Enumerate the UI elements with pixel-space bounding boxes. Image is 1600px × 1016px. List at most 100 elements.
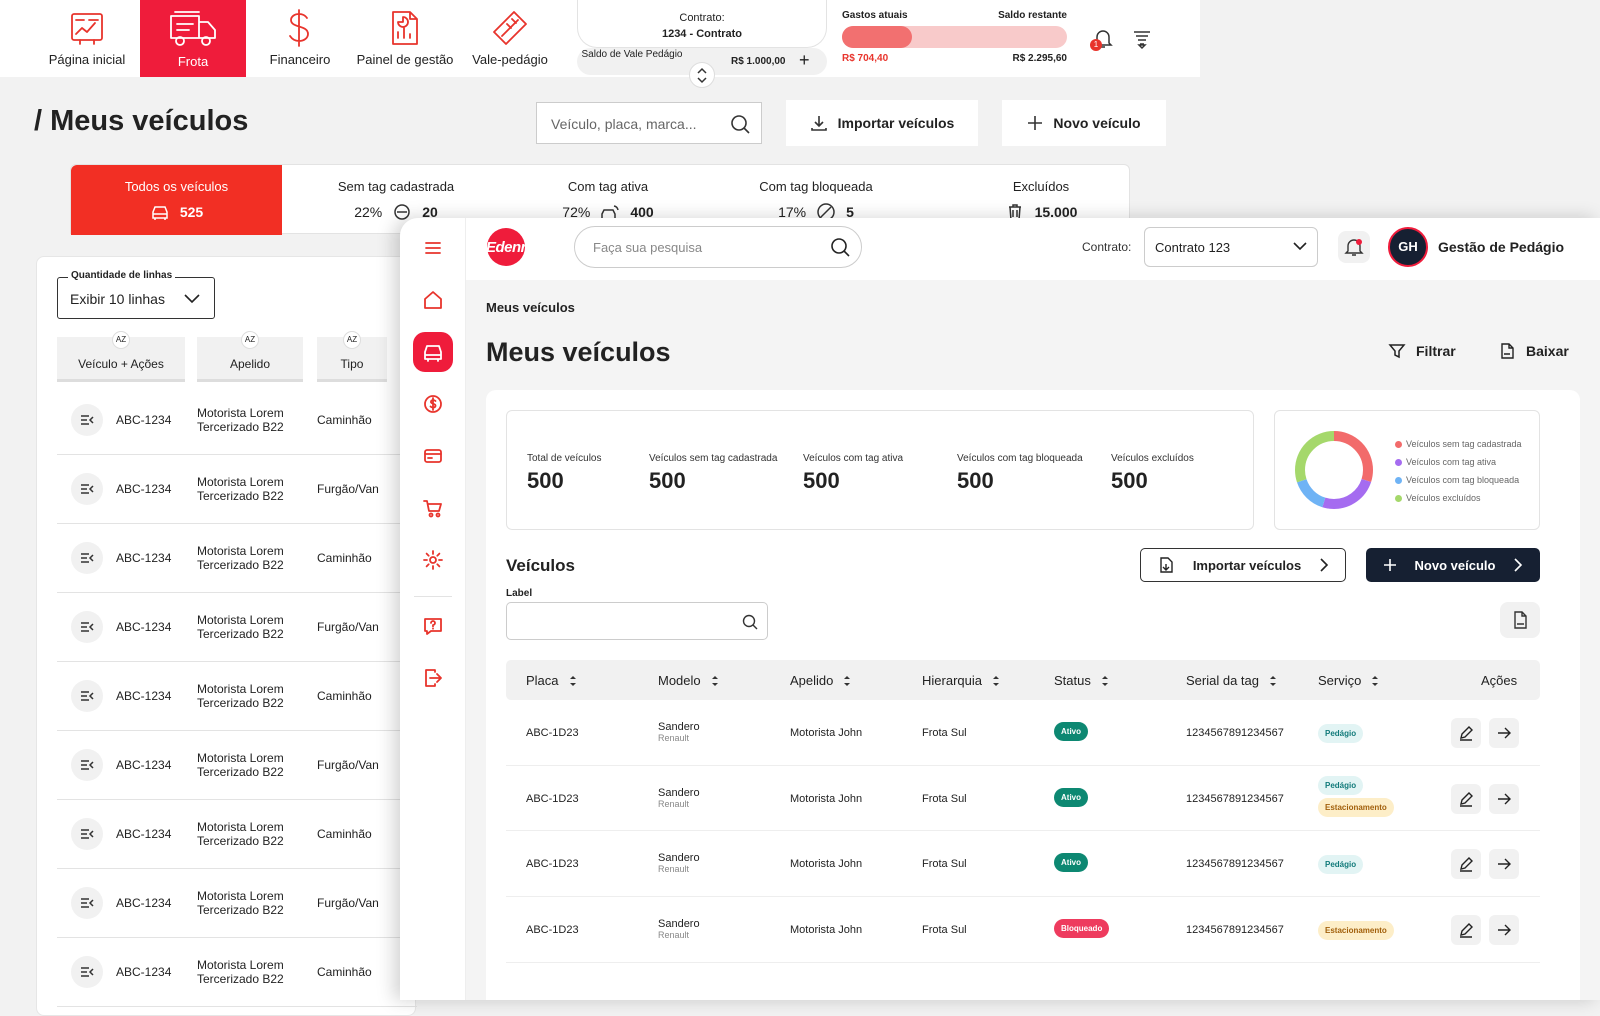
tab-todos-veiculos[interactable]: Todos os veículos 525	[71, 165, 282, 235]
filter-button[interactable]: Filtrar	[1388, 342, 1456, 360]
nickname-line2: Tercerizado B22	[197, 972, 284, 986]
edit-button[interactable]	[1451, 783, 1481, 814]
sort-icon[interactable]	[1101, 675, 1109, 687]
new-vehicle-button[interactable]: Novo veículo	[1002, 100, 1166, 146]
rows-per-page-select[interactable]: Quantidade de linhas Exibir 10 linhas	[57, 270, 215, 319]
nickname-cell: Motorista John	[790, 924, 863, 936]
notifications-button[interactable]	[1338, 231, 1370, 263]
breadcrumb[interactable]: Meus veículos	[486, 300, 575, 315]
sidebar-item-home[interactable]	[413, 280, 453, 320]
import-vehicles-button[interactable]: Importar veículos	[1140, 548, 1346, 582]
row-actions-button[interactable]	[71, 749, 103, 781]
col-veiculo-acoes[interactable]: AZ Veículo + Ações	[57, 331, 185, 382]
global-search-input[interactable]: Faça sua pesquisa	[574, 226, 862, 268]
row-actions-button[interactable]	[71, 404, 103, 436]
table-search-input[interactable]	[506, 602, 768, 640]
table-row[interactable]: ABC-1234 Motorista Lorem Tercerizado B22 Fu…	[57, 868, 417, 938]
sort-az-icon[interactable]: AZ	[241, 331, 259, 349]
table-row[interactable]: ABC-1234 Motorista Lorem Tercerizado B22 Fu…	[57, 454, 417, 524]
nav-financeiro[interactable]: Financeiro	[250, 0, 350, 77]
edit-button[interactable]	[1451, 915, 1481, 945]
sort-az-icon[interactable]: AZ	[112, 331, 130, 349]
table-row[interactable]: ABC-1234 Motorista Lorem Tercerizado B22 Ca…	[57, 523, 417, 593]
tab-excluidos[interactable]: Excluídos 15.000	[961, 165, 1121, 235]
nav-frota[interactable]: Frota	[140, 0, 246, 77]
row-actions-button[interactable]	[71, 542, 103, 574]
sort-az-icon[interactable]: AZ	[343, 331, 361, 349]
service-badge: Pedágio	[1318, 855, 1364, 874]
row-actions-button[interactable]	[71, 473, 103, 505]
tab-sem-tag[interactable]: Sem tag cadastrada 22% 20	[321, 165, 471, 235]
vehicle-search-input[interactable]: Veículo, placa, marca...	[536, 102, 762, 144]
table-row[interactable]: ABC-1234 Motorista Lorem Tercerizado B22 Fu…	[57, 592, 417, 662]
open-details-button[interactable]	[1489, 783, 1519, 814]
col-header[interactable]: Ações	[1481, 673, 1517, 688]
sidebar-item-logout[interactable]	[413, 658, 453, 698]
add-saldo-button[interactable]: +	[799, 50, 810, 70]
sidebar-item-cards[interactable]	[413, 436, 453, 476]
help-chat-icon	[424, 618, 442, 635]
open-details-button[interactable]	[1489, 915, 1519, 945]
new-vehicle-button[interactable]: Novo veículo	[1366, 548, 1540, 582]
expand-toggle-button[interactable]	[689, 62, 715, 88]
edit-button[interactable]	[1451, 849, 1481, 879]
cart-icon	[423, 500, 442, 518]
table-row[interactable]: ABC-1D23 Sandero Renault Motorista John Frot…	[506, 831, 1540, 897]
col-header[interactable]: Placa	[526, 673, 577, 688]
filter-label: Filtrar	[1416, 343, 1456, 359]
download-button[interactable]: Baixar	[1498, 342, 1569, 360]
filter-menu-button[interactable]	[1131, 28, 1153, 50]
edenred-logo[interactable]: Edenred	[486, 226, 556, 268]
nav-pagina-inicial[interactable]: Página inicial	[37, 0, 137, 77]
open-details-button[interactable]	[1489, 718, 1519, 748]
col-apelido[interactable]: AZ Apelido	[197, 331, 303, 382]
sidebar-item-vehicles[interactable]	[413, 332, 453, 372]
import-vehicles-button[interactable]: Importar veículos	[786, 100, 978, 146]
open-details-button[interactable]	[1489, 849, 1519, 879]
sort-icon[interactable]	[711, 675, 719, 687]
row-actions-button[interactable]	[71, 887, 103, 919]
table-row[interactable]: ABC-1234 Motorista Lorem Tercerizado B22 Ca…	[57, 661, 417, 731]
col-header[interactable]: Serviço	[1318, 673, 1379, 688]
edit-button[interactable]	[1451, 718, 1481, 748]
sort-icon[interactable]	[569, 675, 577, 687]
table-row[interactable]: ABC-1234 Motorista Lorem Tercerizado B22 Ca…	[57, 937, 417, 1007]
col-header[interactable]: Apelido	[790, 673, 851, 688]
menu-button[interactable]	[413, 228, 453, 268]
col-tipo[interactable]: AZ Tipo	[317, 331, 387, 382]
sort-icon[interactable]	[1371, 675, 1379, 687]
sidebar-item-help[interactable]	[413, 606, 453, 646]
row-actions-button[interactable]	[71, 680, 103, 712]
tab-tag-bloqueada[interactable]: Com tag bloqueada 17% 5	[741, 165, 891, 235]
row-actions-button[interactable]	[71, 818, 103, 850]
nav-painel-gestao[interactable]: Painel de gestão	[355, 0, 455, 77]
table-row[interactable]: ABC-1D23 Sandero Renault Motorista John Frot…	[506, 897, 1540, 963]
col-header[interactable]: Modelo	[658, 673, 719, 688]
sidebar-item-settings[interactable]	[413, 540, 453, 580]
col-header[interactable]: Status	[1054, 673, 1109, 688]
tab-label: Sem tag cadastrada	[337, 179, 455, 194]
table-row[interactable]: ABC-1D23 Sandero Renault Motorista John Frot…	[506, 766, 1540, 831]
tab-tag-ativa[interactable]: Com tag ativa 72% 400	[533, 165, 683, 235]
table-row[interactable]: ABC-1234 Motorista Lorem Tercerizado B22 Ca…	[57, 385, 417, 455]
export-xls-button[interactable]	[1500, 602, 1540, 638]
row-actions-button[interactable]	[71, 956, 103, 988]
contract-box[interactable]: Contrato: 1234 - Contrato	[577, 0, 827, 48]
avatar[interactable]: GH	[1388, 227, 1428, 267]
col-header[interactable]: Hierarquia	[922, 673, 1000, 688]
user-name[interactable]: Gestão de Pedágio	[1438, 239, 1565, 255]
col-header[interactable]: Serial da tag	[1186, 673, 1277, 688]
sort-icon[interactable]	[1269, 675, 1277, 687]
nav-vale-pedagio[interactable]: Vale-pedágio	[460, 0, 560, 77]
table-row[interactable]: ABC-1D23 Sandero Renault Motorista John Frot…	[506, 700, 1540, 766]
contract-select[interactable]: Contrato 123	[1144, 227, 1318, 267]
table-row[interactable]: ABC-1234 Motorista Lorem Tercerizado B22 Ca…	[57, 799, 417, 869]
row-actions-button[interactable]	[71, 611, 103, 643]
sort-icon[interactable]	[992, 675, 1000, 687]
model-brand: Renault	[658, 798, 690, 809]
sidebar-item-shop[interactable]	[413, 488, 453, 528]
notifications-button[interactable]: 1	[1090, 28, 1114, 51]
sidebar-item-financial[interactable]	[413, 384, 453, 424]
table-row[interactable]: ABC-1234 Motorista Lorem Tercerizado B22 Fu…	[57, 730, 417, 800]
sort-icon[interactable]	[843, 675, 851, 687]
